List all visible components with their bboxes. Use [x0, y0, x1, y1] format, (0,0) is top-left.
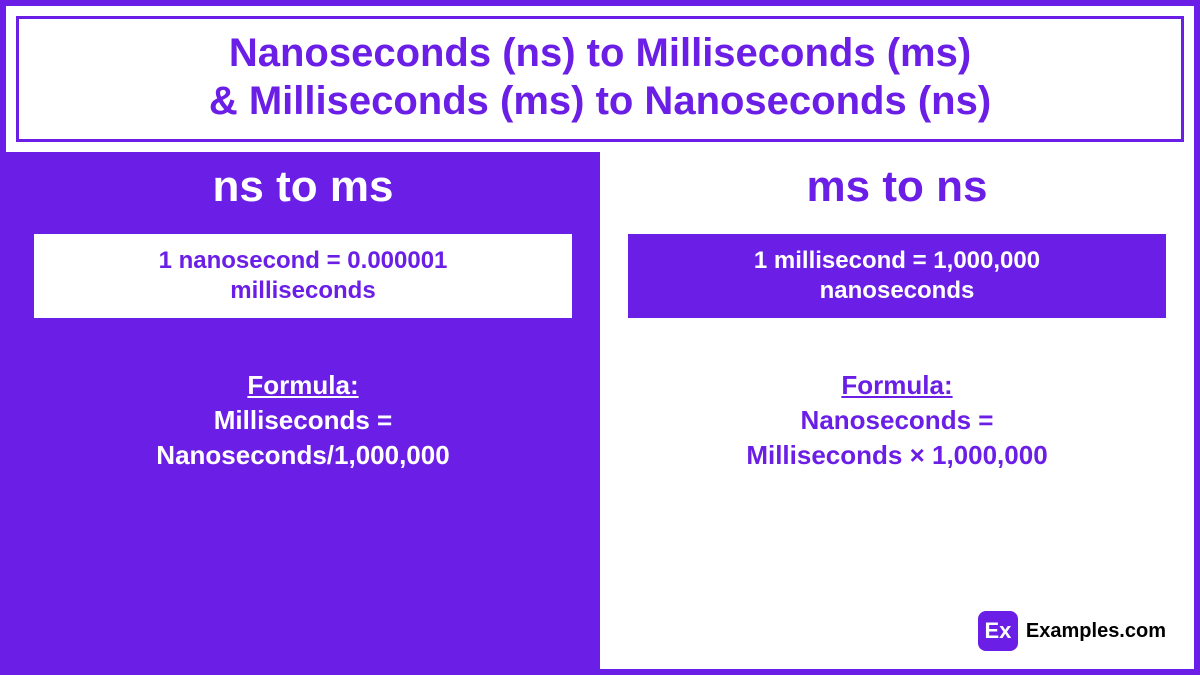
logo-badge-icon: Ex	[978, 611, 1018, 651]
left-panel: ns to ms 1 nanosecond = 0.000001 millise…	[6, 152, 600, 669]
right-formula-label: Formula:	[746, 368, 1047, 403]
right-formula-line-1: Nanoseconds =	[746, 403, 1047, 438]
left-formula-line-2: Nanoseconds/1,000,000	[156, 438, 449, 473]
main-title: Nanoseconds (ns) to Milliseconds (ms) & …	[16, 16, 1184, 142]
infographic-frame: Nanoseconds (ns) to Milliseconds (ms) & …	[0, 0, 1200, 675]
left-fact-box: 1 nanosecond = 0.000001 milliseconds	[34, 234, 572, 318]
right-formula-line-2: Milliseconds × 1,000,000	[746, 438, 1047, 473]
left-panel-heading: ns to ms	[213, 162, 394, 212]
right-formula: Formula: Nanoseconds = Milliseconds × 1,…	[746, 368, 1047, 473]
right-fact-line-2: nanoseconds	[648, 276, 1146, 306]
panels-row: ns to ms 1 nanosecond = 0.000001 millise…	[6, 152, 1194, 669]
brand-logo: Ex Examples.com	[978, 611, 1166, 651]
left-formula-line-1: Milliseconds =	[156, 403, 449, 438]
right-panel-heading: ms to ns	[807, 162, 988, 212]
left-formula: Formula: Milliseconds = Nanoseconds/1,00…	[156, 368, 449, 473]
left-formula-label: Formula:	[156, 368, 449, 403]
right-fact-box: 1 millisecond = 1,000,000 nanoseconds	[628, 234, 1166, 318]
title-line-1: Nanoseconds (ns) to Milliseconds (ms)	[39, 29, 1161, 77]
title-line-2: & Milliseconds (ms) to Nanoseconds (ns)	[39, 77, 1161, 125]
right-fact-line-1: 1 millisecond = 1,000,000	[648, 246, 1146, 276]
logo-site-text: Examples.com	[1026, 620, 1166, 643]
left-fact-line-1: 1 nanosecond = 0.000001	[54, 246, 552, 276]
right-panel: ms to ns 1 millisecond = 1,000,000 nanos…	[600, 152, 1194, 669]
left-fact-line-2: milliseconds	[54, 276, 552, 306]
